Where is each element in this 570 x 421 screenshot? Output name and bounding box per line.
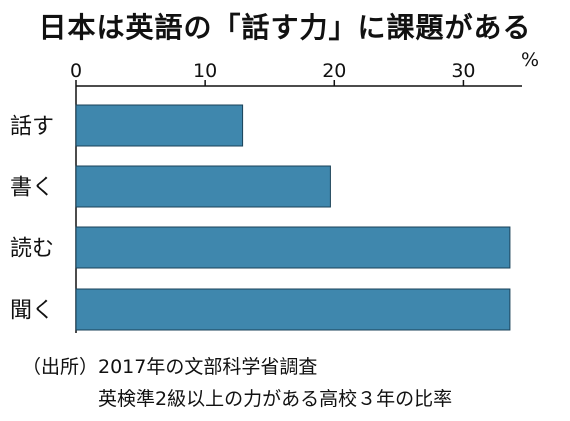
unit-label: % (521, 49, 539, 71)
bar-1 (75, 104, 244, 147)
category-label: 読む (10, 237, 54, 262)
x-tick-label: 10 (193, 60, 217, 82)
bar-2 (75, 165, 331, 208)
category-label: 聞く (10, 299, 54, 324)
source-note: （出所）2017年の文部科学省調査 (22, 356, 318, 378)
x-tick-label: 0 (70, 60, 82, 82)
category-label: 話す (10, 115, 54, 140)
chart-title: 日本は英語の「話す力」に課題がある (38, 11, 532, 44)
x-tick-label: 20 (322, 60, 346, 82)
bar-3 (75, 226, 511, 269)
category-label: 書く (10, 176, 54, 201)
bar-4 (75, 288, 511, 331)
x-tick-label: 30 (451, 60, 475, 82)
source-description: 英検準2級以上の力がある高校３年の比率 (98, 388, 453, 410)
